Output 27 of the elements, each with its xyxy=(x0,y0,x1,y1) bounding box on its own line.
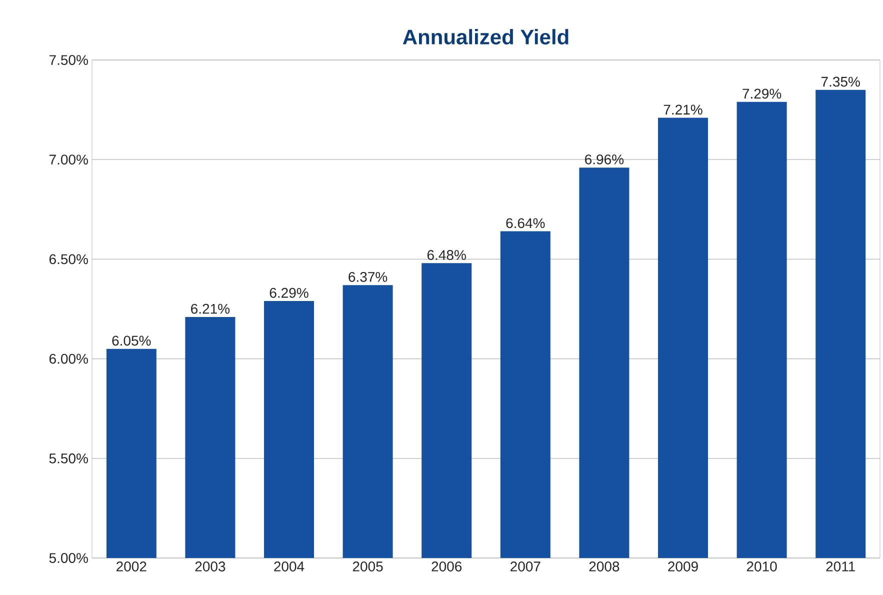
data-label: 7.35% xyxy=(821,76,860,87)
chart-title: Annualized Yield xyxy=(402,29,568,44)
data-label: 6.48% xyxy=(427,250,466,260)
x-tick-label: 2004 xyxy=(274,562,304,572)
data-label: 7.21% xyxy=(664,104,702,115)
x-tick-label: 2005 xyxy=(352,562,383,572)
y-tick-label: 6.50% xyxy=(49,254,88,264)
x-tick-label: 2008 xyxy=(589,562,620,572)
y-tick-label: 7.00% xyxy=(49,154,88,165)
data-label: 6.05% xyxy=(112,336,151,346)
data-label: 6.29% xyxy=(270,288,308,298)
data-label: 6.64% xyxy=(506,218,545,228)
x-tick-label: 2009 xyxy=(668,562,698,572)
x-tick-label: 2010 xyxy=(746,562,777,572)
x-tick-label: 2006 xyxy=(432,562,462,572)
data-label: 7.29% xyxy=(742,88,782,99)
y-tick-label: 7.50% xyxy=(49,55,88,65)
data-label: 6.96% xyxy=(585,154,624,164)
x-tick-label: 2007 xyxy=(510,562,540,572)
data-label: 6.21% xyxy=(191,304,230,314)
data-label: 6.37% xyxy=(348,272,388,282)
x-tick-label: 2011 xyxy=(826,562,855,572)
y-tick-label: 5.00% xyxy=(49,553,88,563)
y-tick-label: 6.00% xyxy=(49,354,88,364)
y-tick-label: 5.50% xyxy=(49,453,88,464)
x-tick-label: 2002 xyxy=(116,562,146,572)
x-tick-label: 2003 xyxy=(195,562,226,572)
